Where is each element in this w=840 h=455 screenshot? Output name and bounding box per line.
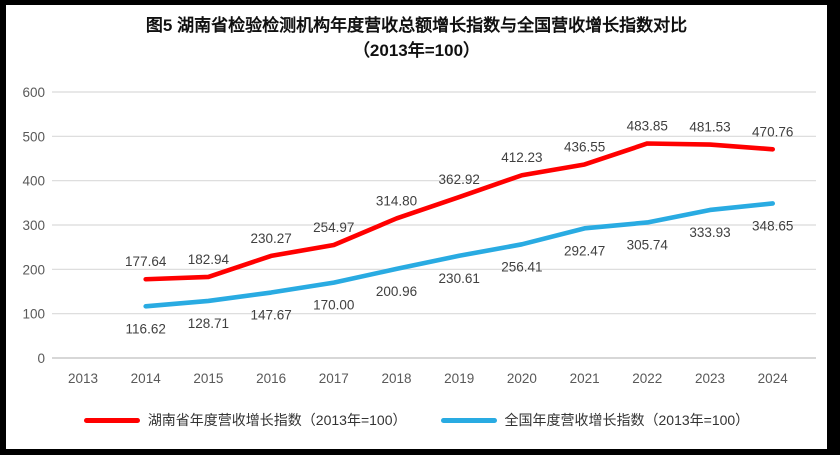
data-label: 177.64	[125, 254, 167, 269]
y-tick-label: 0	[37, 351, 45, 366]
data-label: 314.80	[376, 193, 417, 208]
data-label: 436.55	[564, 139, 605, 154]
x-tick-label: 2013	[68, 371, 98, 386]
data-label: 333.93	[689, 225, 730, 240]
series-line-0	[143, 141, 776, 282]
chart-title-line2: （2013年=100）	[352, 41, 481, 60]
y-tick-label: 400	[22, 174, 45, 189]
y-tick-label: 500	[22, 129, 45, 144]
data-label: 128.71	[188, 316, 229, 331]
chart-legend: 湖南省年度营收增长指数（2013年=100） 全国年度营收增长指数（2013年=…	[6, 405, 827, 435]
data-label: 412.23	[501, 150, 542, 165]
x-tick-label: 2017	[319, 371, 349, 386]
x-tick-label: 2021	[570, 371, 600, 386]
data-label: 230.27	[250, 231, 291, 246]
data-label: 481.53	[689, 120, 730, 135]
data-label: 305.74	[627, 237, 669, 252]
legend-label-national: 全国年度营收增长指数（2013年=100）	[504, 412, 750, 428]
legend-label-hunan: 湖南省年度营收增长指数（2013年=100）	[147, 412, 407, 428]
x-tick-label: 2019	[444, 371, 474, 386]
data-label: 147.67	[250, 308, 291, 323]
data-label: 230.61	[439, 271, 480, 286]
y-tick-label: 300	[22, 218, 45, 233]
data-label: 200.96	[376, 284, 417, 299]
data-label: 170.00	[313, 298, 354, 313]
legend-line-sample-national	[440, 417, 497, 423]
data-label: 292.47	[564, 243, 605, 258]
x-tick-label: 2022	[632, 371, 662, 386]
y-tick-label: 100	[22, 307, 45, 322]
data-label: 483.85	[627, 118, 668, 133]
x-tick-label: 2024	[758, 371, 789, 386]
series-line-1	[143, 201, 776, 309]
x-tick-label: 2020	[507, 371, 537, 386]
data-label: 182.94	[188, 252, 230, 267]
legend-item-hunan: 湖南省年度营收增长指数（2013年=100）	[83, 410, 407, 430]
data-label: 470.76	[752, 124, 793, 139]
chart-title: 图5 湖南省检验检测机构年度营收总额增长指数与全国营收增长指数对比 （2013年…	[6, 13, 827, 63]
y-tick-label: 600	[22, 85, 45, 100]
data-label: 362.92	[439, 172, 480, 187]
line-chart-plot-area: 0 100 200 300 400 500 600 2013 2014 2015 2016 2017 2…	[22, 85, 816, 386]
data-label: 256.41	[501, 259, 542, 274]
legend-line-sample-hunan	[83, 417, 140, 423]
data-label: 116.62	[126, 321, 166, 336]
x-tick-label: 2015	[193, 371, 223, 386]
x-tick-label: 2014	[131, 371, 162, 386]
legend-item-national: 全国年度营收增长指数（2013年=100）	[440, 410, 750, 430]
x-tick-label: 2018	[381, 371, 411, 386]
x-tick-label: 2023	[695, 371, 725, 386]
data-label: 254.97	[313, 220, 354, 235]
data-label: 348.65	[752, 218, 793, 233]
chart-title-line1: 图5 湖南省检验检测机构年度营收总额增长指数与全国营收增长指数对比	[145, 16, 688, 35]
y-tick-label: 200	[22, 262, 45, 277]
x-tick-label: 2016	[256, 371, 286, 386]
